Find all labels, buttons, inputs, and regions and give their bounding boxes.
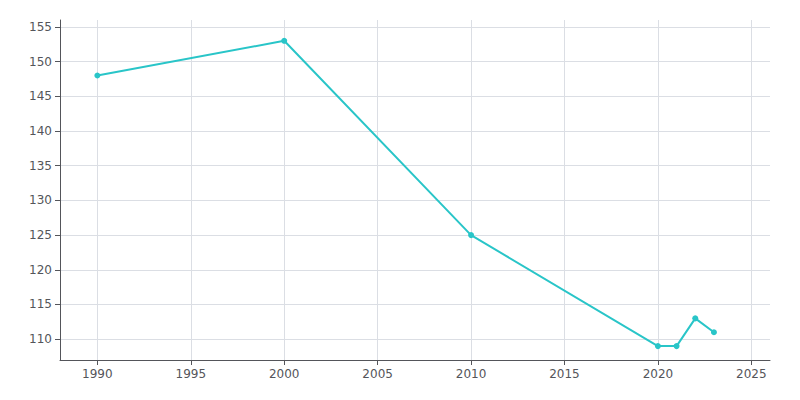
svg-text:130: 130 bbox=[29, 193, 52, 207]
svg-text:2010: 2010 bbox=[456, 367, 487, 381]
svg-text:2025: 2025 bbox=[736, 367, 767, 381]
svg-text:155: 155 bbox=[29, 20, 52, 34]
svg-text:140: 140 bbox=[29, 124, 52, 138]
svg-text:2020: 2020 bbox=[643, 367, 674, 381]
svg-text:1995: 1995 bbox=[176, 367, 207, 381]
svg-text:2000: 2000 bbox=[269, 367, 300, 381]
svg-text:125: 125 bbox=[29, 228, 52, 242]
svg-text:110: 110 bbox=[29, 332, 52, 346]
svg-text:1990: 1990 bbox=[82, 367, 113, 381]
svg-text:115: 115 bbox=[29, 297, 52, 311]
svg-text:135: 135 bbox=[29, 159, 52, 173]
svg-text:150: 150 bbox=[29, 55, 52, 69]
svg-text:2005: 2005 bbox=[362, 367, 393, 381]
svg-text:145: 145 bbox=[29, 89, 52, 103]
svg-text:2015: 2015 bbox=[549, 367, 580, 381]
svg-text:120: 120 bbox=[29, 263, 52, 277]
